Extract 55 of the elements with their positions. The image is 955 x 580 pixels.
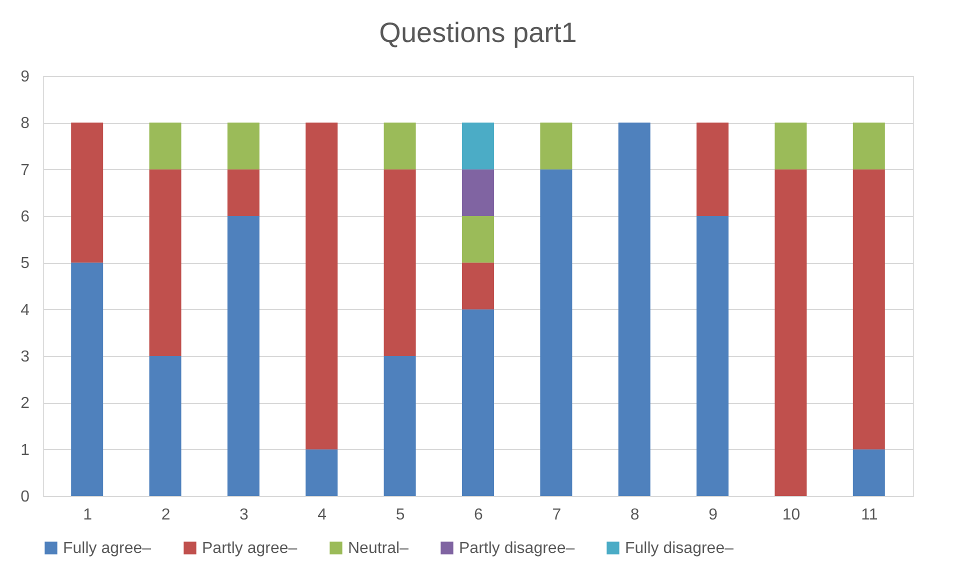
bar: [462, 169, 494, 216]
y-tick-label: 5: [20, 255, 30, 272]
chart-title: Questions part1: [379, 17, 577, 48]
x-tick-label: 6: [474, 506, 484, 524]
legend-label: Fully agree–: [63, 540, 152, 557]
bar: [462, 262, 494, 310]
y-tick-label: 3: [20, 348, 30, 366]
bar: [71, 122, 104, 263]
y-tick-label: 1: [20, 442, 30, 459]
bar: [306, 449, 338, 496]
bar: [618, 122, 650, 496]
bar: [384, 356, 416, 496]
bar: [774, 122, 807, 170]
x-tick-label: 3: [240, 506, 248, 524]
x-tick-label: 9: [708, 506, 718, 524]
bar: [696, 122, 729, 216]
y-tick-label: 6: [20, 208, 30, 226]
bar: [540, 169, 572, 496]
y-tick-label: 4: [20, 302, 30, 319]
y-tick-label: 9: [20, 68, 30, 86]
bar: [462, 122, 494, 170]
bar: [306, 122, 338, 450]
x-tick-label: 10: [782, 506, 800, 524]
bar: [227, 122, 260, 170]
bar: [462, 216, 494, 263]
bar: [71, 262, 104, 496]
bar: [540, 122, 572, 170]
bar: [227, 169, 260, 216]
bar: [384, 169, 416, 356]
x-tick-label: 1: [83, 506, 92, 524]
y-tick-label: 2: [20, 395, 30, 412]
legend-label: Partly disagree–: [459, 540, 575, 557]
bar: [149, 169, 182, 356]
x-tick-label: 4: [318, 506, 327, 524]
x-tick-label: 5: [396, 506, 405, 524]
legend-label: Partly agree–: [202, 540, 298, 557]
bar: [227, 216, 260, 496]
bar: [774, 169, 807, 496]
legend-label: Neutral–: [348, 540, 409, 557]
bar: [462, 309, 494, 496]
bar: [149, 122, 182, 170]
y-tick-label: 7: [20, 162, 30, 179]
bar: [852, 122, 885, 170]
x-tick-label: 2: [161, 506, 170, 524]
y-tick-label: 0: [20, 488, 30, 506]
bar: [149, 356, 182, 496]
legend-label: Fully disagree–: [625, 540, 734, 557]
x-tick-label: 7: [552, 506, 562, 524]
bar: [852, 169, 885, 450]
x-tick-label: 11: [861, 506, 878, 524]
y-tick-label: 8: [20, 115, 30, 132]
bar: [384, 122, 416, 170]
bar: [696, 216, 729, 496]
x-tick-label: 8: [630, 506, 640, 524]
bar: [852, 449, 885, 496]
